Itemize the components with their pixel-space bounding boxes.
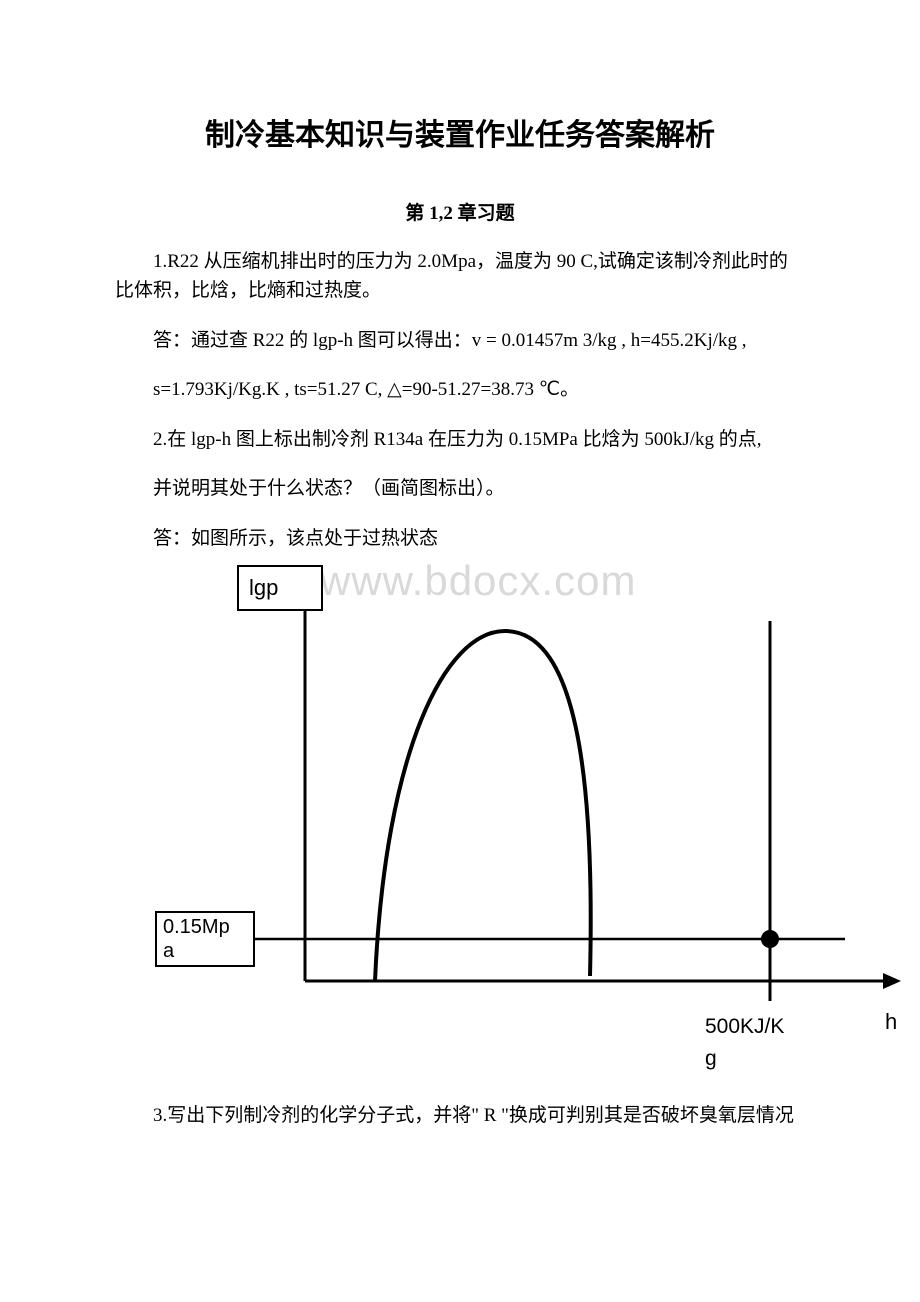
question-2a: 2.在 lgp-h 图上标出制冷剂 R134a 在压力为 0.15MPa 比焓为…: [115, 425, 805, 454]
page-title: 制冷基本知识与装置作业任务答案解析: [115, 110, 805, 154]
pressure-label-box: 0.15Mp a: [155, 911, 255, 967]
answer-1a: 答：通过查 R22 的 lgp-h 图可以得出：v = 0.01457m 3/k…: [115, 326, 805, 355]
question-3: 3.写出下列制冷剂的化学分子式，并将" R "换成可判别其是否破坏臭氧层情况: [115, 1101, 805, 1130]
enthalpy-label-box: 500KJ/K g: [705, 1011, 825, 1071]
question-1: 1.R22 从压缩机排出时的压力为 2.0Mpa，温度为 90 C,试确定该制冷…: [115, 247, 805, 306]
answer-2: 答：如图所示，该点处于过热状态: [115, 524, 805, 553]
answer-1b: s=1.793Kj/Kg.K , ts=51.27 C, △=90-51.27=…: [115, 375, 805, 404]
y-axis-label-box: lgp: [237, 565, 323, 611]
section-header: 第 1,2 章习题: [115, 198, 805, 225]
question-2b: 并说明其处于什么状态？（画简图标出）。: [115, 474, 805, 503]
lgp-h-diagram: www.bdocx.com lgp 0.15Mp a 500KJ/K g h: [175, 561, 905, 1091]
h-axis-label: h: [885, 1009, 897, 1035]
